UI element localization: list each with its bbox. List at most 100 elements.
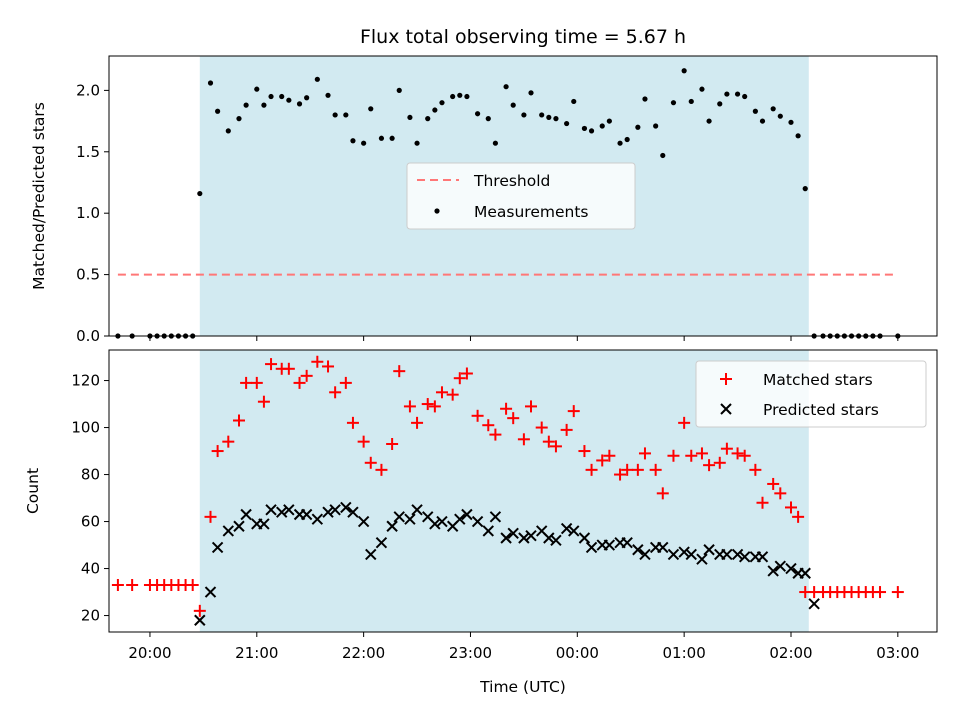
bottom-legend: Matched stars Predicted stars: [695, 360, 927, 428]
predicted-star-point: [300, 508, 313, 521]
matched-star-point: [460, 367, 473, 380]
measurement-point: [225, 128, 231, 134]
legend-matched-swatch: [720, 373, 732, 385]
predicted-star-point: [204, 586, 217, 598]
matched-star-point: [482, 419, 495, 432]
matched-star-point: [111, 579, 124, 591]
predicted-star-point: [276, 506, 288, 518]
measurement-point: [759, 118, 766, 124]
matched-star-point: [471, 409, 484, 422]
matched-star-point: [638, 447, 651, 460]
measurement-points: [115, 68, 901, 339]
predicted-star-point: [258, 518, 270, 530]
bottom-y-tick-label: 40: [81, 560, 100, 578]
measurement-point: [407, 114, 413, 121]
matched-star-point: [250, 376, 263, 389]
matched-star-point: [603, 449, 616, 462]
measurement-point: [510, 102, 516, 108]
matched-star-point: [649, 463, 662, 476]
matched-star-point: [596, 454, 609, 467]
measurement-point: [635, 124, 641, 130]
measurement-point: [660, 152, 666, 159]
predicted-star-point: [240, 508, 252, 521]
matched-star-point: [517, 433, 530, 446]
predicted-star-point: [774, 560, 787, 572]
bottom-x-axis-label: Time (UTC): [479, 678, 566, 696]
matched-star-point: [435, 386, 448, 399]
bottom-axes-frame: [108, 349, 938, 633]
predicted-star-point: [568, 525, 580, 537]
measurement-point: [350, 138, 356, 144]
predicted-star-point: [404, 513, 416, 525]
matched-star-point: [489, 428, 502, 441]
matched-star-point: [364, 456, 377, 469]
predicted-star-point: [518, 532, 530, 544]
measurement-point: [717, 101, 723, 107]
matched-star-point: [421, 398, 434, 411]
predicted-star-point: [767, 565, 779, 577]
top-chart-title: Flux total observing time = 5.67 h: [360, 26, 686, 48]
measurement-point: [432, 107, 438, 113]
matched-star-point: [240, 376, 253, 389]
predicted-star-point: [808, 598, 820, 610]
matched-star-point: [774, 487, 787, 500]
predicted-star-point: [507, 527, 519, 540]
matched-star-point: [678, 416, 691, 429]
matched-star-point: [257, 395, 270, 408]
matched-star-point: [204, 510, 217, 523]
matched-star-point: [393, 365, 406, 378]
top-y-tick-label: 0.5: [76, 266, 100, 284]
bottom-x-tick-label: 01:00: [663, 644, 706, 662]
legend-predicted-swatch: [720, 403, 732, 415]
measurement-point: [588, 128, 595, 134]
measurement-point: [457, 92, 463, 98]
predicted-star-point: [322, 506, 334, 518]
measurement-point: [670, 100, 677, 106]
measurement-point: [254, 86, 260, 92]
measurement-point: [314, 76, 320, 82]
matched-star-point: [186, 579, 199, 591]
matched-star-point: [525, 400, 538, 413]
predicted-star-point: [621, 536, 633, 549]
matched-star-point: [720, 442, 733, 455]
measurement-point: [742, 93, 748, 100]
matched-star-point: [375, 463, 388, 476]
measurement-point: [464, 93, 470, 100]
bottom-y-tick-label: 120: [71, 372, 100, 390]
predicted-star-point: [340, 501, 352, 514]
measurement-point: [681, 68, 687, 74]
matched-star-point: [614, 468, 627, 481]
predicted-star-point: [785, 562, 797, 575]
matched-star-point: [293, 376, 306, 389]
matched-star-point: [578, 445, 591, 458]
matched-star-point: [386, 438, 399, 450]
legend-threshold-label: Threshold: [473, 172, 550, 190]
predicted-star-point: [657, 541, 669, 554]
matched-star-point: [329, 386, 342, 399]
measurement-point: [770, 106, 776, 112]
measurement-point: [368, 106, 374, 112]
top-legend: Threshold Measurements: [406, 162, 636, 230]
measurement-point: [788, 119, 794, 125]
matched-star-point: [713, 456, 726, 469]
measurement-point: [724, 91, 730, 97]
measurement-point: [286, 97, 292, 103]
measurement-point: [521, 112, 527, 118]
predicted-star-point: [283, 504, 295, 516]
legend-predicted-label: Predicted stars: [763, 401, 879, 419]
top-y-tick-label: 1.0: [76, 204, 100, 222]
top-y-tick-label: 1.5: [76, 143, 100, 161]
matched-star-point: [126, 579, 139, 591]
predicted-star-point: [585, 541, 598, 554]
matched-star-point: [542, 435, 555, 448]
bottom-x-tick-label: 22:00: [342, 644, 385, 662]
measurement-point: [268, 93, 274, 100]
measurement-point: [389, 135, 395, 141]
predicted-star-point: [560, 522, 573, 535]
top-y-axis-label: Matched/Predicted stars: [30, 102, 48, 290]
predicted-star-point: [703, 544, 715, 556]
matched-star-point: [749, 463, 762, 476]
measurement-point: [777, 113, 783, 119]
matched-star-point: [891, 586, 904, 599]
measurement-point: [642, 96, 648, 102]
